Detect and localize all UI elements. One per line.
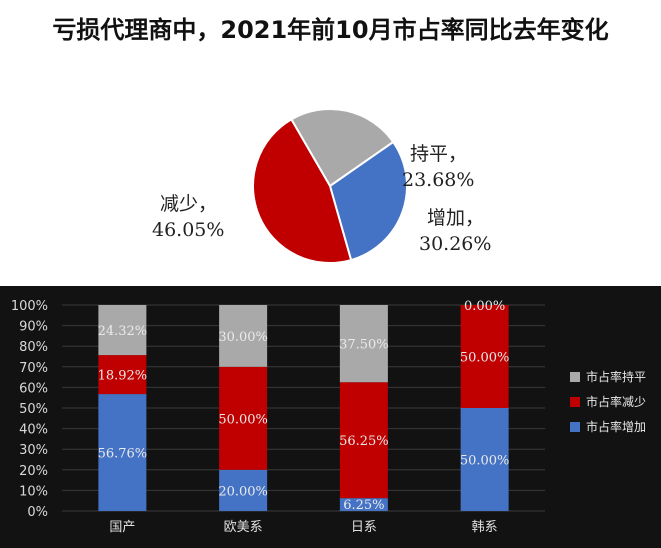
stacked-bar-chart-panel: 0% 10% 20% 30% 40% 50% 60% 70% 80% 90% 100% 56.76%… [0,286,661,548]
pie-slice-name-2: 增加， [427,207,484,229]
x-category-label: 韩系 [472,520,498,535]
bar-segment [460,305,509,408]
y-tick-label: 100% [11,299,48,314]
pie-labels: 持平， 23.68% 增加， 30.26% 减少， 46.05% [152,143,491,255]
bar-data-label: 30.00% [218,330,268,345]
stacked-bar-chart: 0% 10% 20% 30% 40% 50% 60% 70% 80% 90% 100% 56.76%… [11,299,646,535]
legend-swatch [570,372,580,382]
pie-slice-percent-3: 46.05% [152,219,224,241]
y-tick-label: 50% [19,402,48,417]
y-tick-label: 60% [19,381,48,396]
bar-data-label: 20.00% [218,484,268,499]
legend-entry: 市占率减少 [586,394,646,409]
y-tick-label: 20% [19,464,48,479]
bar-data-label: 56.76% [98,447,148,462]
bar-data-label: 56.25% [339,434,389,449]
bar-segment [339,382,388,499]
bar-segment [219,305,268,367]
bar-data-label: 18.92% [98,369,148,384]
bar-segment [98,394,147,511]
y-tick-label: 80% [19,340,48,355]
bar-segment [219,366,268,470]
y-tick-label: 10% [19,484,48,499]
y-axis-ticks: 0% 10% 20% 30% 40% 50% 60% 70% 80% 90% 100% [11,299,48,520]
bar-segment [339,305,388,383]
y-tick-label: 30% [19,443,48,458]
bar-segment [460,408,509,511]
bar-data-label: 24.32% [98,324,148,339]
x-category-label: 日系 [351,520,377,535]
bar-data-label: 6.25% [343,498,384,513]
pie-slice-name-1: 持平， [410,143,467,165]
y-tick-label: 40% [19,423,48,438]
chart-title: 亏损代理商中，2021年前10月市占率同比去年变化 [52,16,609,44]
pie-slice-name-3: 减少， [160,193,217,215]
bars: 56.76% 18.92% 24.32% 20.00% 50.00% 30.00% 6.25… [98,299,510,513]
bar-data-label: 0.00% [464,299,505,314]
legend-swatch [570,422,580,432]
y-tick-label: 90% [19,320,48,335]
bar-segment [98,355,147,395]
bar-data-label: 50.00% [218,412,268,427]
x-category-label: 欧美系 [224,520,263,535]
pie-slice-percent-2: 30.26% [419,233,491,255]
bar-data-label: 50.00% [460,454,510,469]
bar-data-label: 37.50% [339,338,389,353]
legend-swatch [570,397,580,407]
pie-slice-1 [290,108,395,188]
bar-data-label: 50.00% [460,351,510,366]
y-tick-label: 0% [27,505,48,520]
bar-segment [98,305,147,356]
pie-chart: 持平， 23.68% 增加， 30.26% 减少， 46.05% [152,108,491,264]
x-category-label: 国产 [109,520,135,535]
y-tick-label: 70% [19,361,48,376]
pie-slice-2 [328,140,408,262]
pie-slice-percent-1: 23.68% [402,169,474,191]
legend-entry: 市占率持平 [586,369,646,384]
pie-slice-3 [252,118,353,264]
bar-segment [339,498,388,511]
x-axis-categories: 国产 欧美系 日系 韩系 [109,520,497,535]
pie-slices [252,108,408,264]
legend-entry: 市占率增加 [586,419,646,434]
bar-segment [219,469,268,511]
